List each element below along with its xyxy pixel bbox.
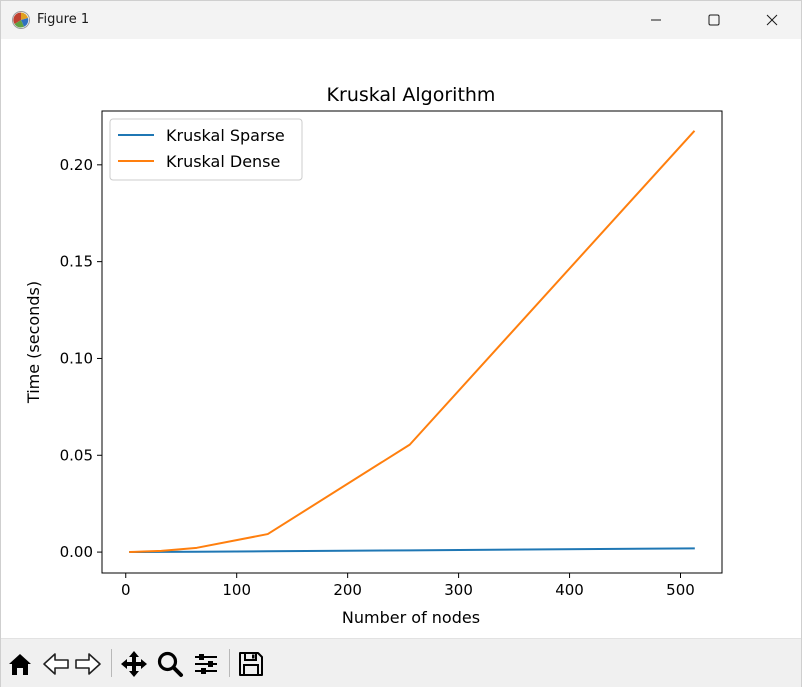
close-button[interactable] [743, 1, 801, 39]
configure-subplots-button[interactable] [191, 649, 221, 679]
pan-button[interactable] [119, 649, 149, 679]
y-tick-label: 0.10 [60, 349, 93, 367]
pan-icon [121, 651, 147, 677]
app-icon [12, 11, 30, 29]
x-axis: 0 100 200 300 400 500 [121, 573, 695, 599]
y-axis: 0.00 0.05 0.10 0.15 0.20 [60, 156, 102, 561]
x-tick-label: 0 [121, 581, 131, 599]
x-tick-label: 300 [444, 581, 473, 599]
series-line-kruskal-dense [129, 130, 696, 554]
series-layer [129, 130, 696, 554]
close-icon [766, 14, 778, 26]
back-button[interactable] [41, 649, 71, 679]
zoom-button[interactable] [155, 649, 185, 679]
y-tick-label: 0.15 [60, 253, 93, 271]
series-line-kruskal-sparse [129, 547, 695, 554]
plot-area [101, 110, 723, 574]
line-chart: Kruskal Algorithm 0 100 200 300 400 500 0.000… [24, 84, 723, 627]
x-tick-label: 500 [666, 581, 695, 599]
toolbar-separator [229, 649, 230, 677]
navigation-toolbar [1, 638, 801, 687]
zoom-icon [157, 651, 183, 677]
y-tick-label: 0.05 [60, 446, 93, 464]
title-bar[interactable]: Figure 1 [1, 1, 801, 39]
window-title: Figure 1 [37, 12, 90, 27]
forward-arrow-icon [75, 653, 101, 675]
maximize-button[interactable] [685, 1, 743, 39]
toolbar-separator [111, 649, 112, 677]
chart-title: Kruskal Algorithm [327, 84, 496, 106]
configure-subplots-icon [195, 654, 217, 674]
maximize-icon [708, 14, 720, 26]
legend-label: Kruskal Sparse [166, 126, 285, 145]
save-icon [239, 652, 263, 676]
minimize-icon [651, 19, 661, 21]
x-tick-label: 400 [555, 581, 584, 599]
x-tick-label: 100 [222, 581, 251, 599]
figure-canvas[interactable]: Kruskal Algorithm 0 100 200 300 400 500 0.00 0… [1, 39, 801, 637]
y-tick-label: 0.00 [60, 543, 93, 561]
legend-box [109, 118, 303, 181]
legend-label: Kruskal Dense [166, 152, 280, 171]
back-arrow-icon [43, 653, 69, 675]
y-tick-label: 0.20 [60, 156, 93, 174]
forward-button[interactable] [73, 649, 103, 679]
minimize-button[interactable] [627, 1, 685, 39]
y-axis-label: Time (seconds) [24, 281, 43, 404]
x-axis-label: Number of nodes [342, 608, 480, 627]
save-button[interactable] [236, 649, 266, 679]
home-icon [9, 654, 31, 675]
home-button[interactable] [5, 649, 35, 679]
legend: Kruskal Sparse Kruskal Dense [109, 118, 303, 181]
x-tick-label: 200 [333, 581, 362, 599]
